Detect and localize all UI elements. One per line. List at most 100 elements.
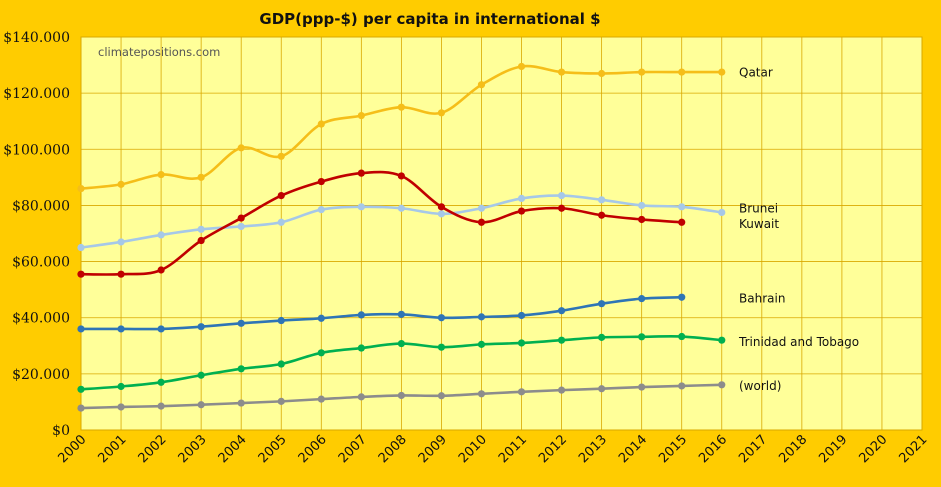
data-point: [517, 207, 526, 215]
data-point: [678, 218, 686, 226]
data-point: [437, 343, 446, 351]
x-tick-label: 2002: [136, 432, 170, 466]
data-point: [277, 152, 285, 160]
data-point: [718, 68, 726, 76]
data-point: [477, 390, 486, 398]
data-point: [598, 385, 606, 393]
series-label-qatar: Qatar: [739, 66, 773, 80]
data-point: [678, 203, 686, 211]
x-tick-label: 2006: [296, 432, 330, 466]
x-tick-label: 2013: [576, 432, 610, 466]
data-point: [157, 170, 165, 179]
y-tick-label: $20.000: [12, 367, 70, 383]
data-point: [77, 404, 85, 412]
series-label-kuwait: Kuwait: [739, 217, 779, 231]
data-point: [357, 393, 365, 401]
data-point: [437, 392, 446, 400]
data-point: [237, 365, 245, 373]
data-point: [598, 196, 606, 204]
series-qatar: [77, 62, 726, 193]
x-tick-label: 2003: [176, 432, 210, 466]
data-point: [437, 210, 446, 218]
series-label-brunei: Brunei: [739, 202, 778, 216]
data-point: [517, 339, 526, 347]
data-point: [557, 336, 566, 344]
data-point: [77, 325, 85, 333]
x-tick-label: 2005: [256, 432, 290, 466]
data-point: [317, 314, 325, 322]
data-point: [197, 225, 205, 233]
data-point: [397, 103, 405, 111]
data-point: [638, 201, 646, 210]
data-point: [77, 385, 85, 393]
data-point: [678, 68, 686, 76]
series-lines: [77, 62, 726, 412]
data-point: [317, 206, 325, 214]
series-trinidad-and-tobago: [77, 332, 726, 393]
series-label-world: (world): [739, 379, 781, 393]
data-point: [197, 323, 205, 331]
data-point: [117, 325, 125, 333]
x-tick-label: 2009: [416, 432, 450, 466]
series-line-bahrain: [79, 295, 684, 331]
series-kuwait: [77, 169, 686, 278]
x-tick-label: 2015: [656, 432, 690, 466]
data-point: [357, 112, 365, 120]
series-label-trinidad-and-tobago: Trinidad and Tobago: [738, 335, 859, 349]
data-point: [638, 333, 646, 341]
data-point: [357, 169, 365, 177]
x-tick-label: 2010: [456, 432, 490, 466]
data-point: [117, 238, 125, 246]
data-point: [557, 192, 566, 200]
x-tick-label: 2007: [336, 432, 370, 466]
data-point: [557, 307, 566, 315]
series-label-bahrain: Bahrain: [739, 292, 785, 306]
data-point: [678, 332, 686, 341]
data-point: [598, 300, 606, 308]
data-point: [437, 314, 446, 322]
data-point: [557, 386, 566, 394]
data-point: [517, 194, 526, 203]
data-point: [517, 311, 526, 320]
data-point: [157, 325, 165, 333]
data-point: [357, 203, 365, 211]
x-tick-label: 2016: [696, 432, 730, 466]
data-point: [157, 378, 165, 386]
x-tick-label: 2021: [896, 432, 930, 466]
y-tick-label: $0: [52, 423, 70, 439]
data-point: [237, 399, 245, 407]
data-point: [317, 395, 325, 403]
data-point: [678, 382, 686, 390]
data-point: [237, 222, 245, 231]
y-tick-label: $40.000: [12, 311, 70, 327]
x-tick-label: 2020: [856, 432, 890, 466]
data-point: [718, 336, 726, 344]
data-point: [477, 313, 486, 321]
data-point: [638, 215, 646, 224]
data-point: [397, 310, 405, 318]
data-point: [277, 397, 285, 405]
plot-area: [81, 37, 922, 430]
data-point: [77, 243, 85, 252]
data-point: [598, 333, 606, 341]
data-point: [397, 204, 405, 212]
data-point: [157, 402, 165, 410]
data-point: [237, 144, 245, 152]
data-point: [197, 371, 205, 379]
data-point: [197, 401, 205, 409]
data-point: [77, 270, 85, 278]
x-tick-label: 2001: [96, 432, 130, 466]
x-tick-label: 2012: [536, 432, 570, 466]
data-point: [638, 295, 646, 303]
data-point: [237, 319, 245, 327]
chart-title: GDP(ppp-$) per capita in international $: [259, 10, 600, 28]
x-tick-label: 2008: [376, 432, 410, 466]
y-tick-label: $80.000: [12, 198, 70, 214]
x-tick-label: 2019: [816, 432, 850, 466]
data-point: [638, 68, 646, 76]
data-point: [517, 62, 526, 71]
data-point: [477, 204, 486, 212]
data-point: [357, 344, 365, 352]
data-point: [317, 120, 325, 128]
